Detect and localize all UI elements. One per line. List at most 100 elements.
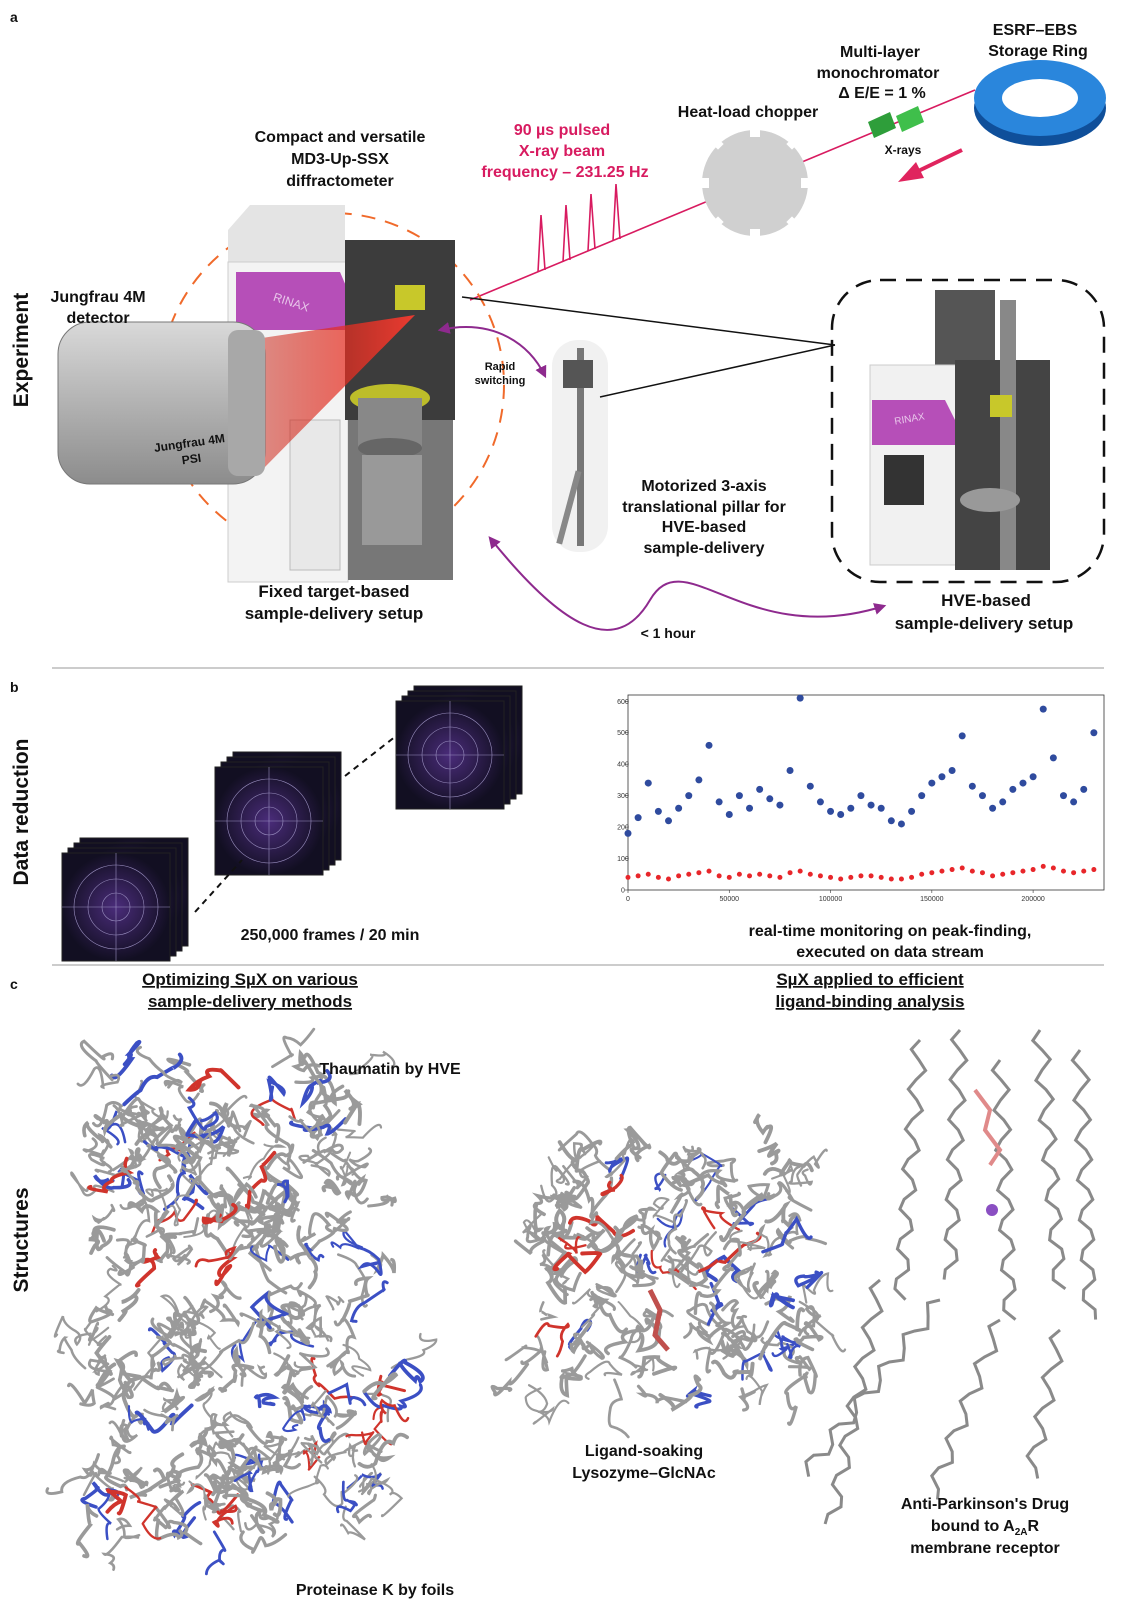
detector-body-label: PSI [181,451,202,468]
structure-label: Anti-Parkinson's Drug [901,1496,1069,1513]
point [979,792,986,799]
backbone [609,1380,628,1437]
point [908,808,915,815]
chopper-label: Heat-load chopper [678,104,818,121]
backbone [312,1326,328,1340]
diffractometer-label: MD3-Up-SSX [291,151,389,168]
pillar-label: sample-delivery [644,540,765,557]
point [1091,867,1096,872]
point [645,780,652,787]
y-tick-label: 300 [617,793,629,800]
mono-label: monochromator [817,65,940,82]
helix [806,1300,940,1477]
backbone [540,1302,553,1319]
xrays-label: X-rays [885,143,922,157]
point [857,792,864,799]
backbone [323,1181,339,1194]
structure-label: Ligand-soaking [585,1443,703,1460]
point [766,795,773,802]
backbone [354,1495,376,1522]
point [716,798,723,805]
point [838,876,843,881]
x-tick-label: 150000 [920,896,943,903]
backbone [329,1385,365,1405]
point [625,830,632,837]
point [756,786,763,793]
point [898,820,905,827]
backbone [97,1266,121,1311]
point [635,814,642,821]
point [970,869,975,874]
row-label: Structures [10,1187,33,1292]
switch-time-label: < 1 hour [641,625,696,641]
backbone [506,1336,543,1360]
panel-label: a [10,9,18,25]
point [646,872,651,877]
backbone [94,1205,114,1222]
beam-pulses [538,184,620,272]
point [798,869,803,874]
point [899,876,904,881]
point [990,873,995,878]
backbone [337,1411,355,1428]
point [757,872,762,877]
fixed-setup-label: Fixed target-based [258,582,409,601]
backbone [597,1284,616,1296]
point [767,873,772,878]
heading: SµX applied to efficient [776,970,964,989]
backbone [122,1414,142,1439]
point [1051,865,1056,870]
point [746,805,753,812]
beam-label: frequency – 231.25 Hz [481,164,648,181]
backbone [89,1154,111,1171]
backbone [106,1446,127,1489]
point [787,767,794,774]
label-part: bound to A [931,1518,1015,1535]
connector [600,345,835,397]
structure-label: Lysozyme–GlcNAc [572,1465,716,1482]
mono-label: Multi-layer [840,44,920,61]
point [949,767,956,774]
point [736,792,743,799]
backbone [255,1395,274,1407]
point [837,811,844,818]
point [706,742,713,749]
point [1041,864,1046,869]
backbone [206,1532,225,1574]
point [848,875,853,880]
backbone [369,1196,396,1207]
backbone [676,1237,690,1251]
panel-label: b [10,679,19,695]
point [1050,754,1057,761]
backbone [574,1178,612,1217]
point [980,870,985,875]
structure-label: Thaumatin by HVE [319,1061,461,1078]
point [827,808,834,815]
point [666,876,671,881]
dashed-link [345,736,396,776]
point [695,776,702,783]
point [989,805,996,812]
mono-label: Δ E/E = 1 % [838,85,926,102]
point [1081,869,1086,874]
point [696,870,701,875]
helix [895,1040,926,1300]
backbone [313,1111,339,1135]
structure-label: membrane receptor [910,1540,1059,1557]
pillar [552,340,608,552]
point [1060,792,1067,799]
point [950,867,955,872]
x-tick-label: 50000 [720,896,740,903]
diffractometer-label: Compact and versatile [255,129,426,146]
point [727,875,732,880]
point [788,870,793,875]
backbone [341,1507,365,1540]
connector [462,297,835,345]
point [999,798,1006,805]
detector [58,322,265,484]
hve-setup-label: HVE-based [941,591,1031,610]
frames-label: 250,000 frames / 20 min [241,927,420,944]
point [959,732,966,739]
pillar-label: HVE-based [662,519,746,536]
point [847,805,854,812]
